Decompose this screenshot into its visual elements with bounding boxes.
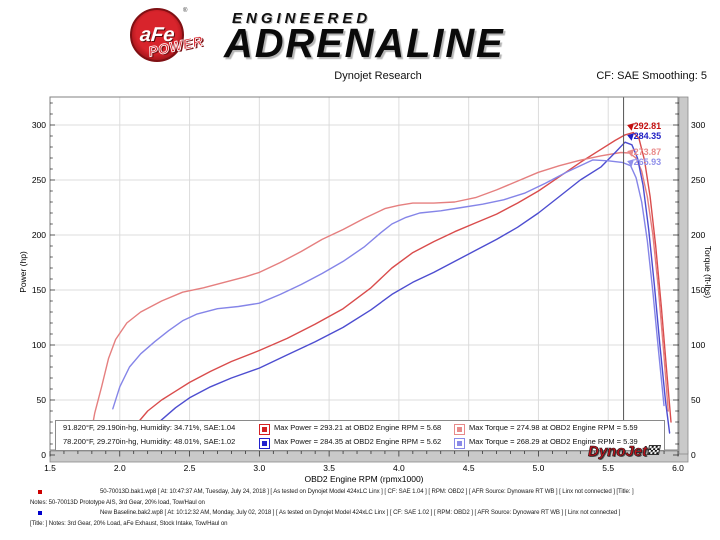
marker-arrow-icon xyxy=(625,121,634,131)
y-tick-label-right: 200 xyxy=(691,230,705,240)
y-tick-label-right: 0 xyxy=(691,450,696,460)
x-tick-label: 3.5 xyxy=(323,463,335,473)
run2-notes: [Title: ] Notes: 3rd Gear, 20% Load, aFe… xyxy=(30,519,228,527)
marker-arrow-icon xyxy=(625,131,634,141)
y-tick-label-left: 50 xyxy=(37,395,47,405)
y-tick-label-right: 300 xyxy=(691,120,705,130)
legend-env-text: 78.200°F, 29.270in-hg, Humidity: 48.01%,… xyxy=(63,437,236,446)
cursor-value-power-2: 284.35 xyxy=(625,131,661,141)
power-series-swatch-icon xyxy=(259,424,270,435)
curve-power-baseline xyxy=(135,141,671,447)
y-tick-label-right: 100 xyxy=(691,340,705,350)
gridlines xyxy=(50,97,678,450)
y-tick-label-left: 200 xyxy=(32,230,46,240)
run1-bullet-icon xyxy=(38,490,42,494)
legend-max-torque: Max Torque = 274.98 at OBD2 Engine RPM =… xyxy=(469,423,638,432)
cursor-value-torque-2: 265.93 xyxy=(625,157,661,168)
power-series-swatch-icon xyxy=(259,438,270,449)
x-tick-label: 4.5 xyxy=(463,463,475,473)
y-axis-title-left: Power (hp) xyxy=(18,251,28,293)
legend-row: 78.200°F, 29.270in-hg, Humidity: 48.01%,… xyxy=(56,435,664,449)
curve-torque-baseline xyxy=(112,159,665,410)
x-tick-label: 1.5 xyxy=(44,463,56,473)
brand-engineered: ENGINEERED xyxy=(232,10,372,27)
y-tick-label-right: 150 xyxy=(691,285,705,295)
run1-file-info: 50-70013D.bak1.wp8 [ At: 10:47:37 AM, Tu… xyxy=(100,488,634,495)
axis-ticks xyxy=(49,102,679,457)
y-tick-label-right: 250 xyxy=(691,175,705,185)
run2-bullet-icon xyxy=(38,511,42,515)
run-legend[interactable]: 91.820°F, 29.190in-hg, Humidity: 34.71%,… xyxy=(55,420,665,451)
legend-max-power: Max Power = 284.35 at OBD2 Engine RPM = … xyxy=(274,437,442,446)
torque-series-swatch-icon xyxy=(454,424,465,435)
smoothing-label: CF: SAE Smoothing: 5 xyxy=(596,70,707,82)
x-tick-label: 2.5 xyxy=(184,463,196,473)
y-tick-label-left: 100 xyxy=(32,340,46,350)
brand-adrenaline: ADRENALINE xyxy=(224,20,505,67)
legend-max-torque: Max Torque = 268.29 at OBD2 Engine RPM =… xyxy=(469,437,638,446)
x-tick-label: 4.0 xyxy=(393,463,405,473)
torque-series-swatch-icon xyxy=(454,438,465,449)
cursor-value-power-1: 292.81 xyxy=(625,121,661,131)
y-tick-label-left: 250 xyxy=(32,175,46,185)
dynojet-research-label: Dynojet Research xyxy=(334,70,422,82)
x-tick-label: 5.0 xyxy=(533,463,545,473)
legend-row: 91.820°F, 29.190in-hg, Humidity: 34.71%,… xyxy=(56,421,664,435)
checkered-flag-icon xyxy=(647,445,662,455)
registered-mark: ® xyxy=(183,8,188,14)
y-tick-label-left: 150 xyxy=(32,285,46,295)
run1-notes: Notes: 50-70013D Prototype AIS, 3rd Gear… xyxy=(30,498,205,506)
x-tick-label: 5.5 xyxy=(602,463,614,473)
y-tick-label-left: 300 xyxy=(32,120,46,130)
run2-file-info: New Baseline.bak2.wp8 [ At: 10:12:32 AM,… xyxy=(100,509,621,516)
x-axis-title: OBD2 Engine RPM (rpmx1000) xyxy=(304,474,423,484)
dynojet-logo: DynoJet xyxy=(588,443,662,460)
afe-logo-icon: aFe xyxy=(130,8,184,62)
x-tick-label: 6.0 xyxy=(672,463,684,473)
y-tick-label-left: 0 xyxy=(41,450,46,460)
legend-max-power: Max Power = 293.21 at OBD2 Engine RPM = … xyxy=(274,423,442,432)
y-tick-label-right: 50 xyxy=(691,395,701,405)
y-scrollbar xyxy=(678,96,689,455)
curve-torque-afe-intake xyxy=(88,151,669,445)
marker-arrow-icon xyxy=(625,147,634,157)
x-tick-label: 3.0 xyxy=(253,463,265,473)
x-tick-label: 2.0 xyxy=(114,463,126,473)
legend-env-text: 91.820°F, 29.190in-hg, Humidity: 34.71%,… xyxy=(63,423,236,432)
y-axis-title-right: Torque (ft-lbs) xyxy=(703,246,713,299)
cursor-value-torque-1: 273.87 xyxy=(625,147,661,157)
curve-power-afe-intake xyxy=(121,131,672,447)
marker-arrow-icon xyxy=(625,157,634,168)
